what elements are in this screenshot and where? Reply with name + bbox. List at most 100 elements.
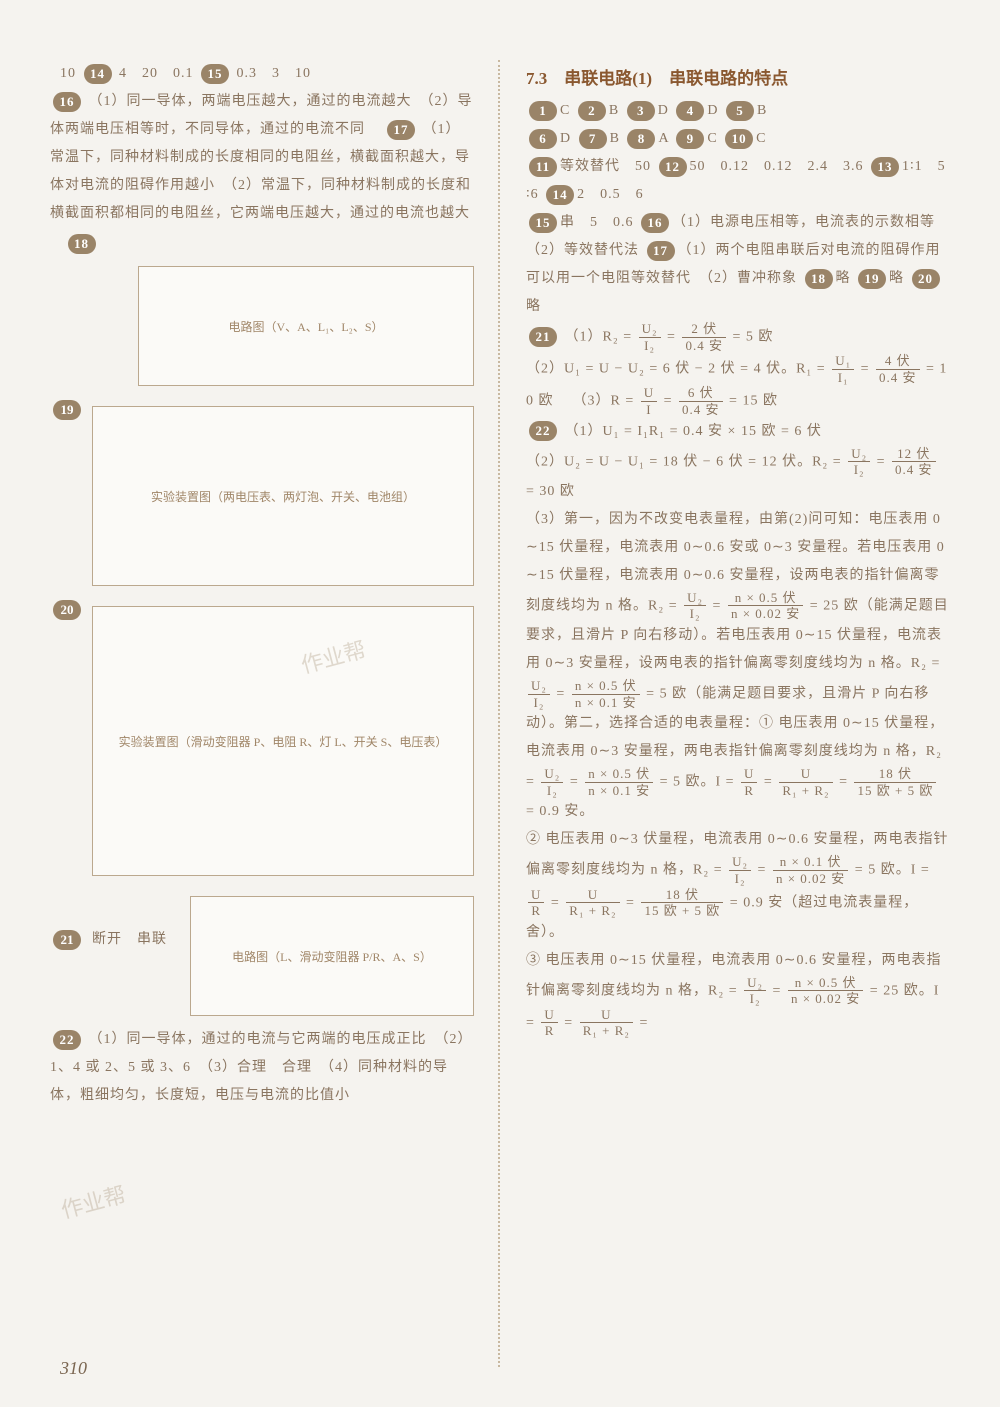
fraction: 12 伏0.4 安 [892,446,936,478]
badge-15r: 15 [529,213,557,233]
fraction: U₂I₂ [729,854,751,886]
figure-21: 电路图（L、滑动变阻器 P/R、A、S） [190,896,474,1016]
text: = [626,895,635,910]
text: （1）U₁ = I₁R₁ = 0.4 安 × 15 欧 = 6 伏 [565,424,822,439]
figure-caption: 实验装置图（两电压表、两灯泡、开关、电池组） [151,488,415,505]
fraction: U₂I₂ [848,446,870,478]
ans: 略 [889,271,904,286]
text: = [861,362,870,377]
text: = 5 欧。I = [660,774,735,789]
text: = 5 欧。I = [855,863,930,878]
page-number: 310 [60,1358,87,1379]
two-column-layout: 10 14 4 20 0.1 15 0.3 3 10 16 （1）同一导体，两端… [50,60,950,1367]
answers-row-2: 6D 7B 8A 9C 10C [526,125,950,153]
badge-7: 7 [579,129,607,149]
fraction: n × 0.5 伏n × 0.02 安 [728,590,803,622]
badge-16: 16 [53,92,81,112]
ans: B [610,131,620,146]
badge-9: 9 [676,129,704,149]
fraction: UI [641,385,657,417]
fraction: U₂I₂ [639,321,661,353]
figure-20: 实验装置图（滑动变阻器 P、电阻 R、灯 L、开关 S、电压表） [92,606,474,876]
badge-22: 22 [53,1030,81,1050]
text: = 0.9 安。 [526,804,594,819]
text: 0.3 3 10 [237,66,312,81]
q21: 21 （1）R₂ = U₂I₂ = 2 伏0.4 安 = 5 欧 [526,321,950,353]
right-column: 7.3 串联电路(1) 串联电路的特点 1C 2B 3D 4D 5B 6D 7B… [526,60,950,1367]
badge-20r: 20 [912,269,940,289]
section-title: 7.3 串联电路(1) 串联电路的特点 [526,64,950,89]
ans: B [609,103,619,118]
text: = 5 欧 [732,329,773,344]
watermark-2: 作业帮 [57,1177,129,1225]
fraction: U₂I₂ [684,590,706,622]
text: = 30 欧 [526,484,575,499]
page: 10 14 4 20 0.1 15 0.3 3 10 16 （1）同一导体，两端… [0,0,1000,1407]
badge-10: 10 [725,129,753,149]
q21-2: （2）U₁ = U − U₂ = 6 伏 − 2 伏 = 4 伏。R₁ = U₁… [526,353,950,417]
text: = [556,686,565,701]
fraction: U₂I₂ [744,975,766,1007]
fraction: UR [741,766,757,798]
text: = [667,329,676,344]
badge-17r: 17 [647,241,675,261]
ans: 串 5 0.6 [560,215,634,230]
q22-3a: （3）第一，因为不改变电表量程，由第(2)问可知：电压表用 0∼15 伏量程，电… [526,506,950,827]
badge-4: 4 [676,101,704,121]
left-block-22: 22 （1）同一导体，通过的电流与它两端的电压成正比 （2）1、4 或 2、5 … [50,1026,474,1110]
badge-12: 12 [659,157,687,177]
badge-21: 21 [53,930,81,950]
text: （2）U₁ = U − U₂ = 6 伏 − 2 伏 = 4 伏。R₁ = [526,362,826,377]
badge-20: 20 [53,600,81,620]
ans: D [707,103,718,118]
badge-22r: 22 [529,421,557,441]
column-divider [498,60,502,1367]
answers-15-20: 15串 5 0.6 16（1）电源电压相等，电流表的示数相等 （2）等效替代法 … [526,209,950,321]
badge-19r: 19 [858,269,886,289]
fraction: 4 伏0.4 安 [876,353,920,385]
badge-14r: 14 [546,185,574,205]
figure-caption: 实验装置图（滑动变阻器 P、电阻 R、灯 L、开关 S、电压表） [119,733,448,750]
ans: C [707,131,717,146]
badge-11: 11 [529,157,557,177]
text: = [564,1015,573,1030]
fraction: n × 0.1 伏n × 0.02 安 [773,854,848,886]
fraction: U₂I₂ [528,678,550,710]
fraction: n × 0.5 伏n × 0.02 安 [788,975,863,1007]
ans: D [658,103,669,118]
fraction: U₂I₂ [541,766,563,798]
answers-row-1: 1C 2B 3D 4D 5B [526,97,950,125]
fraction: UR [528,887,544,919]
left-block-16-17: 16 （1）同一导体，两端电压越大，通过的电流越大 （2）导体两端电压相等时，不… [50,88,474,256]
left-block-1: 10 14 4 20 0.1 15 0.3 3 10 [50,60,474,88]
text: （2）U₂ = U − U₁ = 18 伏 − 6 伏 = 12 伏。R₂ = [526,454,842,469]
badge-14: 14 [84,64,112,84]
text: = [758,863,767,878]
ans: 等效替代 50 [560,159,651,174]
text: = [664,394,673,409]
fraction: UR₁ + R₂ [779,766,832,798]
ans: D [560,131,571,146]
fraction: 18 伏15 欧 + 5 欧 [641,887,723,919]
text: 断开 串联 [92,932,167,947]
figure-18-row: 电路图（V、A、L₁、L₂、S） [50,256,474,396]
ans: 2 0.5 6 [577,187,644,202]
figure-21-row: 21 断开 串联 电路图（L、滑动变阻器 P/R、A、S） [50,886,474,1026]
badge-18: 18 [68,234,96,254]
text: （3）R = [573,394,635,409]
badge-1: 1 [529,101,557,121]
text: = [839,774,848,789]
text: （1）R₂ = [565,329,633,344]
left-column: 10 14 4 20 0.1 15 0.3 3 10 16 （1）同一导体，两端… [50,60,474,1367]
text: 10 [60,66,76,81]
figure-19-row: 19 实验装置图（两电压表、两灯泡、开关、电池组） [50,396,474,596]
ans: B [757,103,767,118]
fraction: UR₁ + R₂ [580,1007,633,1039]
badge-21r: 21 [529,327,557,347]
figure-19: 实验装置图（两电压表、两灯泡、开关、电池组） [92,406,474,586]
figure-caption: 电路图（V、A、L₁、L₂、S） [228,318,383,335]
fraction: UR [541,1007,557,1039]
fraction: 2 伏0.4 安 [682,321,726,353]
text: = [570,774,579,789]
badge-2: 2 [578,101,606,121]
